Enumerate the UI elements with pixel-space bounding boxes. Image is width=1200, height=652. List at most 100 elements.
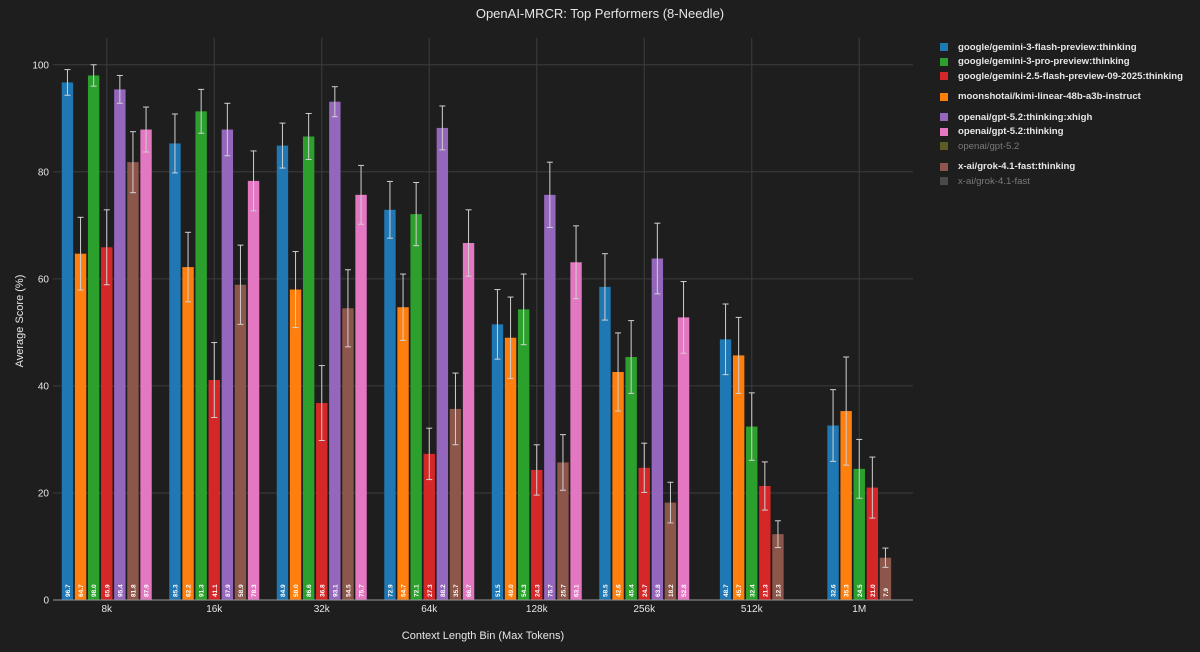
legend-item[interactable]: google/gemini-2.5-flash-preview-09-2025:… (940, 69, 1198, 84)
x-tick-label: 128k (526, 604, 549, 615)
bar (423, 453, 435, 600)
bar-value-label: 51.5 (495, 584, 502, 597)
bar-value-label: 64.7 (78, 584, 85, 597)
legend-label: google/gemini-3-flash-preview:thinking (958, 41, 1137, 53)
legend-label: moonshotai/kimi-linear-48b-a3b-instruct (958, 91, 1141, 103)
bar-value-label: 88.2 (440, 584, 447, 597)
y-tick-label: 100 (32, 60, 49, 71)
bar (625, 357, 637, 600)
legend-label: google/gemini-2.5-flash-preview-09-2025:… (958, 70, 1183, 82)
axes-layer: 0 20 40 60 80 100 8k 16k 32k 64k 128k 256k 512k 1M (32, 60, 913, 615)
bar (397, 307, 409, 600)
bar (746, 426, 758, 600)
bar-value-label: 63.8 (655, 584, 662, 597)
bar-value-label: 85.3 (172, 584, 179, 597)
bar (449, 408, 462, 600)
bar-value-label: 21.0 (870, 584, 877, 597)
gridlines (53, 38, 913, 600)
legend-item[interactable]: x-ai/grok-4.1-fast:thinking (940, 160, 1198, 175)
bar (462, 242, 475, 600)
bar (169, 143, 181, 601)
legend-item[interactable]: openai/gpt-5.2:thinking (940, 125, 1198, 140)
bar (234, 284, 247, 600)
bar (127, 162, 139, 600)
legend-item[interactable]: x-ai/grok-4.1-fast (940, 174, 1198, 189)
bar (651, 258, 664, 600)
bar-value-label: 98.0 (91, 584, 98, 597)
y-tick-label: 80 (38, 167, 50, 178)
x-tick-label: 8k (101, 604, 113, 615)
bar (342, 308, 354, 600)
bar-value-label: 24.5 (857, 584, 864, 597)
bar (87, 75, 100, 600)
y-tick-label: 20 (38, 488, 50, 499)
bar (491, 324, 504, 600)
bar (772, 534, 784, 600)
bar-value-label: 32.6 (831, 584, 838, 597)
legend-swatch (940, 113, 948, 122)
bar-value-label: 32.4 (749, 584, 756, 597)
x-tick-label: 256k (633, 604, 656, 615)
x-tick-label: 64k (421, 604, 438, 615)
bar-value-label: 86.6 (306, 584, 313, 597)
bar (410, 214, 422, 601)
bar (302, 136, 315, 600)
bar (384, 209, 396, 600)
legend-item[interactable]: openai/gpt-5.2 (940, 139, 1198, 154)
y-tick-label: 0 (43, 596, 49, 607)
y-axis-title: Average Score (%) (14, 275, 26, 368)
bar-value-label: 35.3 (844, 584, 851, 597)
bar (827, 425, 839, 600)
bar-value-label: 25.7 (560, 584, 567, 597)
bar (866, 487, 879, 600)
x-tick-label: 512k (741, 604, 764, 615)
bar (638, 467, 650, 600)
bar (732, 355, 745, 600)
bar (664, 502, 677, 600)
legend-item[interactable]: google/gemini-3-pro-preview:thinking (940, 55, 1198, 70)
bar (504, 337, 517, 600)
legend-label: x-ai/grok-4.1-fast (958, 175, 1030, 187)
legend: google/gemini-3-flash-preview:thinking go… (940, 40, 1198, 189)
bar-value-label: 54.3 (521, 584, 528, 597)
bar-value-label: 24.3 (534, 584, 541, 597)
legend-label: openai/gpt-5.2:thinking:xhigh (958, 111, 1093, 123)
bar-value-label: 35.7 (453, 584, 460, 597)
legend-swatch (940, 92, 948, 101)
bar-value-label: 27.3 (427, 584, 434, 597)
bars-layer: 96.7 64.7 98.0 65.9 95.4 81.8 87.9 85.3 62.2 91.3… (61, 64, 892, 601)
bar-value-label: 63.1 (574, 584, 581, 597)
bar (355, 194, 367, 600)
bar (517, 309, 530, 600)
bar-value-label: 93.1 (332, 584, 339, 597)
bar-value-label: 54.5 (345, 584, 352, 597)
bar-value-label: 45.4 (629, 584, 636, 597)
bar (840, 411, 852, 600)
legend-swatch (940, 72, 948, 81)
bar-value-label: 42.6 (616, 584, 623, 597)
legend-item[interactable]: openai/gpt-5.2:thinking:xhigh (940, 110, 1198, 125)
x-axis-title: Context Length Bin (Max Tokens) (402, 630, 564, 642)
bar-value-label: 78.3 (251, 584, 258, 597)
bar (544, 194, 556, 600)
bar (570, 262, 582, 600)
legend-label: x-ai/grok-4.1-fast:thinking (958, 161, 1076, 173)
bar (531, 469, 543, 600)
legend-item[interactable]: moonshotai/kimi-linear-48b-a3b-instruct (940, 90, 1198, 105)
bar-value-label: 81.8 (130, 584, 137, 597)
bar-value-label: 87.9 (225, 584, 232, 597)
bar-value-label: 72.1 (414, 584, 421, 597)
bar (276, 145, 289, 600)
y-tick-label: 40 (38, 381, 50, 392)
bar (329, 101, 341, 601)
bar (289, 289, 302, 600)
bar-value-label: 96.7 (65, 584, 72, 597)
bar (182, 267, 194, 600)
bar-value-label: 49.0 (508, 584, 515, 597)
legend-item[interactable]: google/gemini-3-flash-preview:thinking (940, 40, 1198, 55)
bar (316, 403, 328, 600)
bar (247, 180, 260, 600)
bar-value-label: 24.7 (642, 584, 649, 597)
x-tick-label: 32k (314, 604, 331, 615)
legend-label: openai/gpt-5.2:thinking (958, 126, 1064, 138)
